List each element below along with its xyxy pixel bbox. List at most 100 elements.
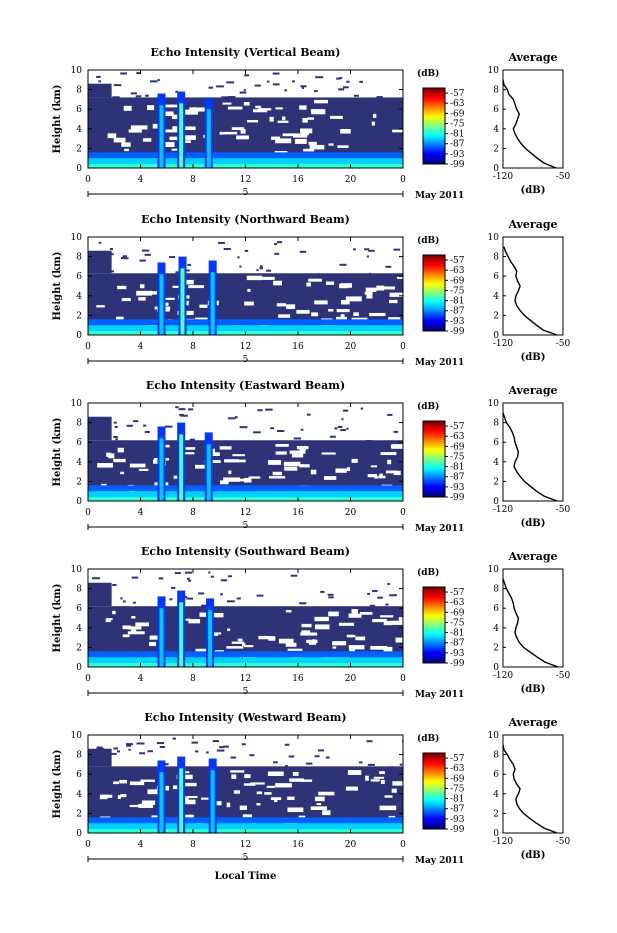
echo-speck (367, 592, 371, 595)
echo-gap (113, 458, 126, 463)
echo-gap (136, 290, 152, 296)
colorbar-cell (423, 281, 445, 284)
colorbar-cell (423, 317, 445, 321)
echo-speck (133, 601, 136, 604)
echo-gap (182, 126, 196, 131)
echo-gap (340, 128, 351, 134)
echo-speck (292, 80, 295, 83)
colorbar-cell (423, 112, 445, 116)
echo-gap (314, 616, 329, 622)
colorbar-tick-label: -99 (450, 327, 465, 337)
echo-gap (383, 620, 392, 626)
heatmap (88, 241, 403, 335)
echo-speck (169, 598, 173, 601)
echo-gap (301, 131, 309, 136)
echo-gap (268, 460, 282, 465)
echo-gap (209, 452, 220, 456)
echo-speck (208, 86, 214, 89)
echo-speck (131, 576, 139, 579)
echo-speck (257, 409, 263, 412)
profile-y-tick-label: 2 (493, 477, 499, 487)
low-layer (88, 158, 403, 168)
colorbar-cell (423, 133, 445, 136)
echo-gap (147, 789, 165, 795)
echo-gap (107, 618, 113, 621)
echo-speck (216, 749, 225, 752)
colorbar-cell (423, 422, 445, 426)
echo-gap (195, 648, 209, 653)
echo-speck (158, 577, 164, 580)
x-tick-label: 4 (138, 508, 144, 518)
colorbar-cell (423, 619, 445, 622)
echo-speck (218, 241, 226, 244)
x-tick-label: 0 (400, 342, 406, 352)
echo-speck (180, 414, 188, 417)
low-layer (88, 823, 403, 833)
colorbar-tick-label: -81 (450, 297, 465, 307)
colorbar-cell (423, 806, 445, 809)
echo-speck (290, 574, 298, 577)
y-tick-label: 2 (76, 311, 82, 321)
echo-gap (208, 632, 222, 635)
echo-speck (226, 81, 235, 84)
profile-y-tick-label: 8 (493, 253, 499, 263)
echo-gap (300, 128, 313, 134)
echo-speck (358, 761, 363, 764)
low-layer (88, 657, 403, 667)
profile-x-label: (dB) (521, 850, 546, 861)
profile-y-tick-label: 4 (493, 125, 499, 135)
colorbar-cell (423, 800, 445, 803)
echo-speck (342, 86, 349, 89)
panel-5: Echo Intensity (Westward Beam) 0 2 4 6 8 10 Hei… (52, 711, 571, 866)
echo-speck (188, 579, 192, 582)
profile-y-tick-label: 6 (493, 272, 499, 282)
profile-y-tick-label: 2 (493, 643, 499, 653)
echo-gap (231, 774, 237, 779)
echo-gap (299, 105, 307, 110)
colorbar-cell (423, 274, 445, 277)
echo-gap (222, 131, 238, 135)
echo-gap (163, 142, 175, 147)
x-tick-label: 4 (138, 175, 144, 185)
echo-gap (243, 102, 250, 106)
y-tick-label: 10 (71, 233, 83, 243)
profile-y-tick-label: 2 (493, 809, 499, 819)
echo-gap (253, 109, 268, 113)
echo-gap (371, 121, 375, 126)
colorbar-cell (423, 291, 445, 294)
echo-gap (328, 143, 334, 146)
echo-speck (274, 242, 278, 245)
echo-gap (121, 142, 131, 147)
colorbar-unit: (dB) (417, 68, 439, 79)
x-tick-label: 20 (345, 840, 357, 850)
echo-gap (346, 467, 351, 472)
echo-gap (228, 470, 232, 475)
echo-gap (307, 117, 314, 120)
echo-gap (247, 120, 259, 123)
echo-speck (239, 426, 248, 429)
echo-speck (236, 597, 241, 600)
echo-gap (274, 799, 278, 803)
colorbar-cell (423, 120, 445, 123)
echo-gap (162, 302, 169, 306)
colorbar-cell (423, 143, 445, 146)
y-tick-label: 10 (71, 731, 83, 741)
echo-gap (116, 316, 124, 322)
echo-gap (147, 105, 155, 111)
cloud-layer-early (88, 582, 112, 607)
echo-speck (120, 72, 127, 75)
colorbar-cell (423, 114, 445, 117)
echo-gap (335, 468, 347, 473)
echo-gap (120, 794, 127, 798)
echo-gap (256, 791, 263, 795)
echo-speck (301, 86, 305, 89)
y-tick-label: 4 (76, 624, 82, 634)
echo-gap (380, 615, 394, 618)
echo-gap (379, 473, 383, 479)
colorbar-cell (423, 137, 445, 140)
echo-speck (276, 241, 283, 244)
colorbar-cell (423, 827, 445, 830)
echo-speck (191, 741, 198, 744)
profile-title: Average (507, 51, 557, 64)
